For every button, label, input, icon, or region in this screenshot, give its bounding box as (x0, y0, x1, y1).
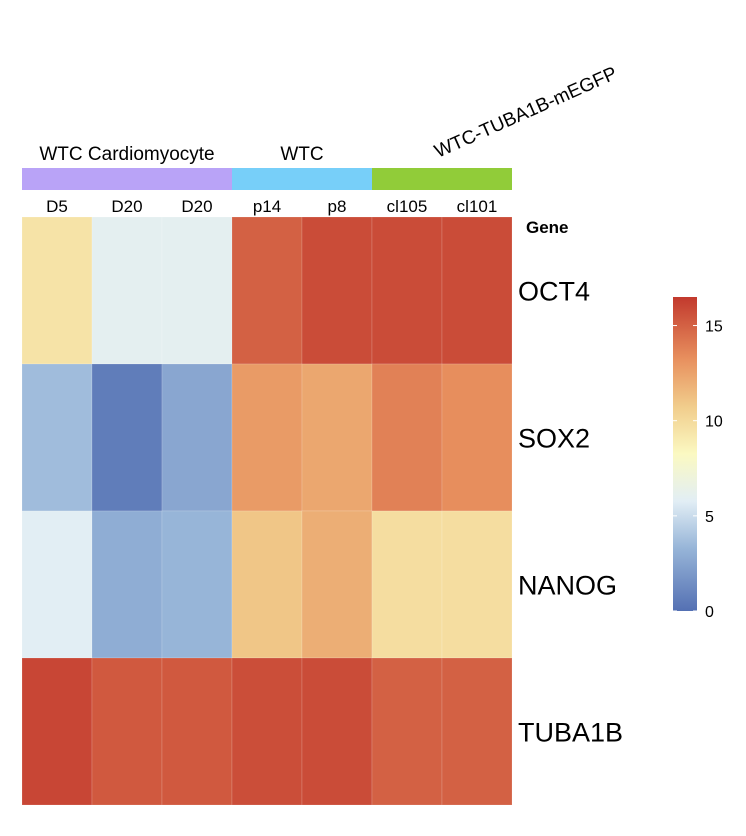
column-label: cl105 (387, 197, 428, 216)
row-label: NANOG (518, 571, 617, 601)
heatmap-cell (441, 657, 513, 806)
legend-tick-label: 5 (705, 509, 714, 526)
heatmap-cell (371, 363, 443, 512)
heatmap-cell (231, 216, 303, 365)
heatmap-cell (91, 363, 163, 512)
column-label: D20 (181, 197, 212, 216)
heatmap-cell (161, 510, 233, 659)
heatmap-cell (301, 216, 373, 365)
group-bar-1 (22, 168, 232, 190)
heatmap-cell (21, 363, 93, 512)
column-label: D5 (46, 197, 68, 216)
column-label: p8 (328, 197, 347, 216)
legend-tick-label: 10 (705, 414, 723, 431)
heatmap-cell (301, 657, 373, 806)
heatmap-cell (161, 216, 233, 365)
column-label: D20 (111, 197, 142, 216)
heatmap-cell (161, 657, 233, 806)
column-label: p14 (253, 197, 281, 216)
group-annotation-bars (22, 168, 512, 190)
color-legend-ticks: 0 5 10 15 (673, 319, 723, 621)
group-labels: WTC Cardiomyocyte WTC WTC-TUBA1B-mEGFP (39, 63, 620, 165)
legend-tick-label: 0 (705, 604, 714, 621)
heatmap-cell (301, 363, 373, 512)
row-label: TUBA1B (518, 718, 623, 748)
color-legend: 0 5 10 15 (673, 297, 723, 621)
column-labels: D5 D20 D20 p14 p8 cl105 cl101 (46, 197, 497, 216)
heatmap-cell (301, 510, 373, 659)
heatmap-cell (231, 363, 303, 512)
heatmap-cell (91, 510, 163, 659)
legend-tick-label: 15 (705, 319, 723, 336)
heatmap-cell (441, 216, 513, 365)
heatmap-cell (441, 363, 513, 512)
row-labels: OCT4 SOX2 NANOG TUBA1B (518, 277, 623, 748)
column-label: cl101 (457, 197, 498, 216)
heatmap-cells (21, 216, 513, 806)
heatmap-cell (91, 216, 163, 365)
heatmap-cell (91, 657, 163, 806)
group-bar-3 (372, 168, 512, 190)
heatmap-cell (371, 510, 443, 659)
heatmap-cell (441, 510, 513, 659)
heatmap-cell (231, 657, 303, 806)
row-label: SOX2 (518, 424, 590, 454)
color-legend-bar (673, 297, 697, 611)
group-bar-2 (232, 168, 372, 190)
row-label: OCT4 (518, 277, 590, 307)
group-label-2: WTC (280, 144, 323, 165)
group-label-1: WTC Cardiomyocyte (39, 144, 214, 165)
heatmap-cell (371, 657, 443, 806)
heatmap-cell (21, 510, 93, 659)
heatmap-cell (161, 363, 233, 512)
group-label-3: WTC-TUBA1B-mEGFP (431, 63, 620, 162)
row-header-label: Gene (526, 218, 569, 237)
heatmap-cell (231, 510, 303, 659)
heatmap-cell (371, 216, 443, 365)
heatmap-cell (21, 657, 93, 806)
heatmap-cell (21, 216, 93, 365)
